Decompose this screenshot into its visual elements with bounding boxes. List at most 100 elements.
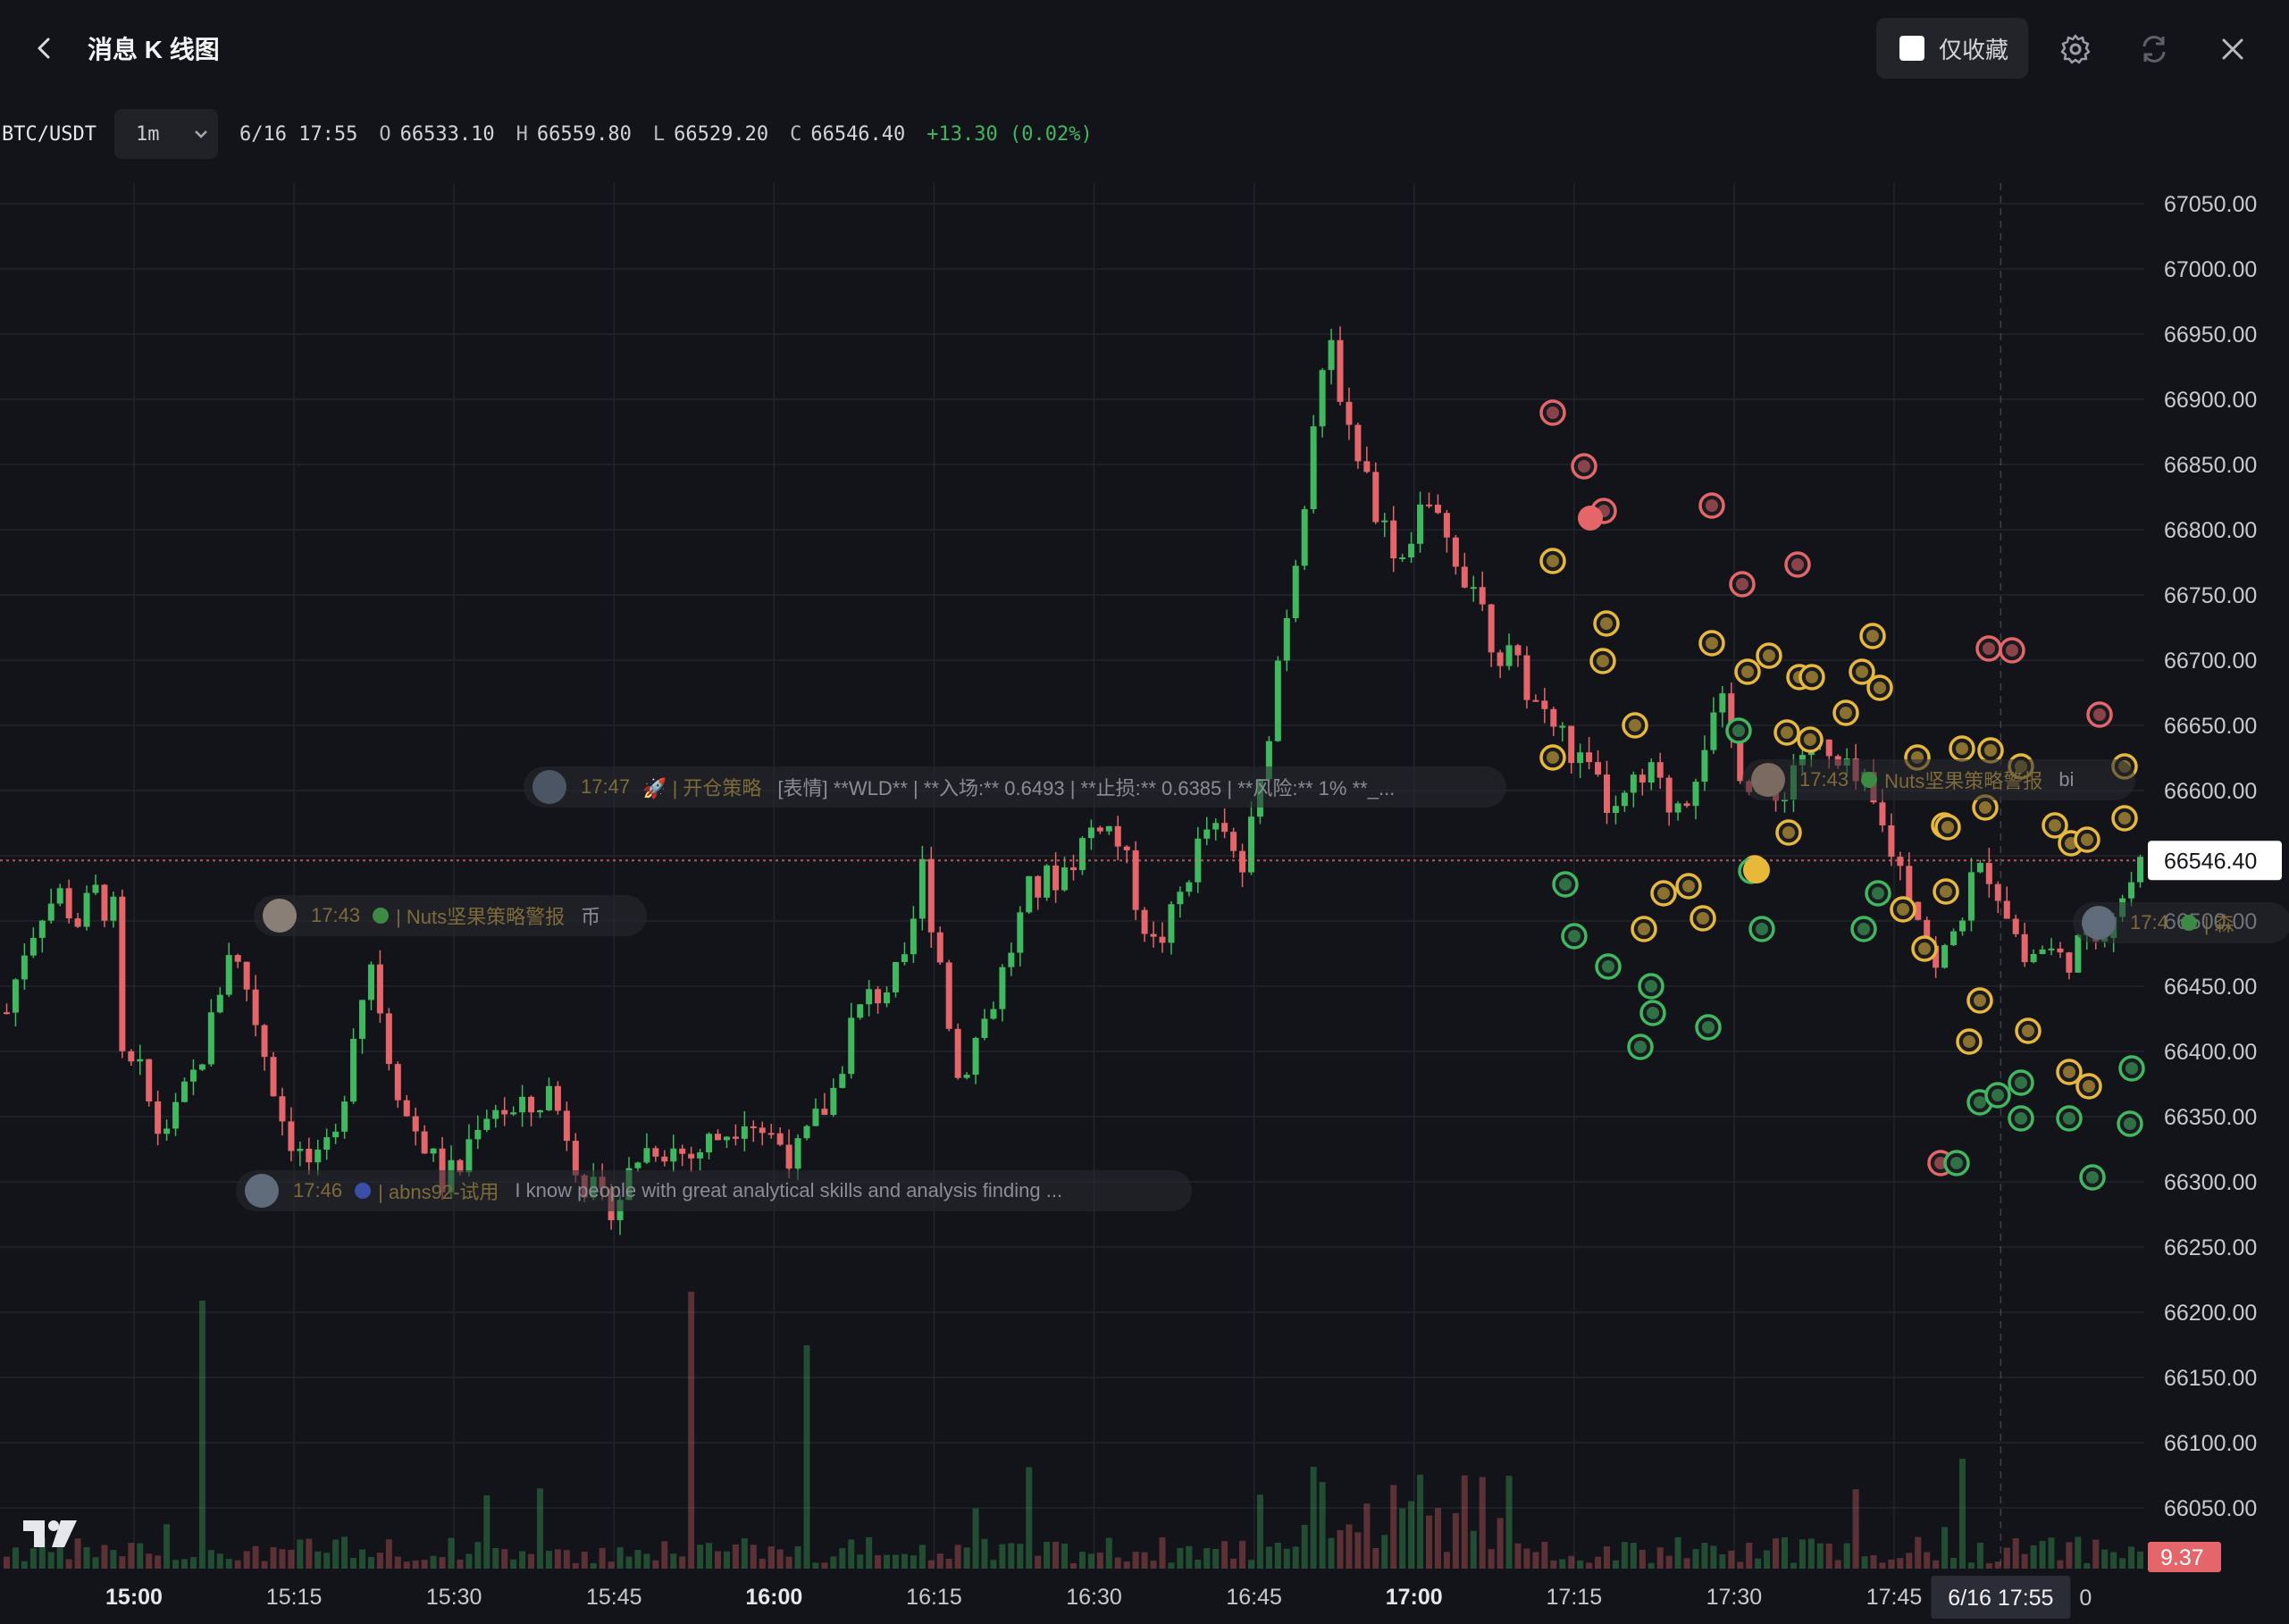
price-tick-label: 66450.00 [2164, 975, 2257, 1000]
message-marker-avatar [1568, 930, 1580, 942]
volume-bar [723, 1551, 730, 1569]
header: 消息 K 线图 仅收藏 [0, 0, 2289, 98]
message-time: 17:46 [293, 1179, 343, 1201]
refresh-button[interactable] [2132, 27, 2176, 71]
candle-body [252, 989, 259, 1025]
volume-bar [332, 1539, 340, 1569]
tradingview-logo[interactable] [21, 1519, 79, 1553]
volume-bar [910, 1555, 917, 1569]
candle-body [1967, 872, 1975, 921]
volume-bar [1070, 1562, 1077, 1569]
tradingview-logo-icon [23, 1520, 77, 1547]
price-tick-label: 66650.00 [2164, 714, 2257, 739]
message-marker-avatar [1638, 923, 1650, 935]
volume-bar [92, 1557, 99, 1569]
message-marker [1578, 506, 1603, 531]
message-marker-avatar [1872, 887, 1884, 900]
message-tooltip[interactable]: 17:43 Nuts坚果策略警报 bi [1742, 759, 2135, 800]
candle-body [394, 1064, 401, 1101]
message-marker-avatar [2083, 1080, 2095, 1092]
volume-bar [1283, 1548, 1290, 1569]
price-tick-label: 67000.00 [2164, 257, 2257, 282]
candle-body [110, 896, 117, 921]
volume-bar [243, 1551, 250, 1569]
price-tick-label: 66900.00 [2164, 388, 2257, 413]
candle-body [1630, 774, 1637, 793]
gear-icon [2060, 34, 2091, 64]
volume-bar [1150, 1561, 1157, 1569]
message-tooltip[interactable]: 17:4 | 森 [2073, 902, 2289, 943]
message-tooltip[interactable]: 17:43 | Nuts坚果策略警报 币 [254, 895, 647, 936]
interval-select[interactable]: 1m [113, 109, 218, 159]
message-marker-avatar [1984, 744, 1997, 757]
message-marker-avatar [1874, 682, 1886, 694]
candle-body [936, 932, 943, 963]
message-marker-avatar [2081, 833, 2093, 846]
settings-button[interactable] [2053, 27, 2098, 71]
open-value: O 66533.10 [379, 122, 495, 146]
volume-bar [599, 1547, 606, 1569]
candle-body [679, 1148, 686, 1154]
volume-bar [963, 1547, 970, 1569]
candle-body [297, 1149, 304, 1151]
message-tooltip[interactable]: 17:46 | abns92-试用 I know people with gre… [236, 1170, 1192, 1211]
volume-bar [1701, 1543, 1708, 1569]
candle-body [537, 1109, 543, 1113]
volume-bar [1372, 1547, 1379, 1569]
volume-bar [1497, 1518, 1504, 1569]
volume-bar [1746, 1542, 1753, 1569]
volume-bar [1390, 1485, 1397, 1569]
volume-bar [1052, 1541, 1060, 1569]
candle-body [1577, 752, 1584, 764]
message-marker-avatar [1732, 724, 1745, 737]
time-tick-label: 15:45 [586, 1585, 642, 1610]
candle-body [2137, 857, 2143, 883]
volume-bar [421, 1560, 428, 1569]
message-marker-avatar [1983, 642, 1995, 655]
candle-body [367, 964, 374, 1000]
candle-body [29, 937, 37, 956]
candle-body [1782, 799, 1788, 802]
message-marker-avatar [1781, 726, 1793, 739]
candle-body [1203, 829, 1211, 839]
volume-bar [1044, 1542, 1051, 1569]
avatar [245, 1174, 279, 1208]
candle-body [1532, 699, 1539, 702]
volume-bar [1532, 1552, 1539, 1569]
message-marker-avatar [1756, 923, 1768, 935]
candle-body [1026, 875, 1033, 913]
volume-bar [616, 1547, 624, 1569]
favorites-checkbox[interactable] [1899, 36, 1924, 61]
candle-body [759, 1127, 766, 1134]
message-tooltip[interactable]: 17:47 🚀 | 开仓策略 [表情] **WLD** | **入场:** 0.… [524, 766, 1506, 808]
back-button[interactable] [23, 27, 66, 70]
candle-body [545, 1085, 552, 1110]
volume-bar [785, 1556, 792, 1569]
volume-bar [884, 1554, 891, 1569]
volume-bar [412, 1560, 419, 1569]
message-author: | 森 [2203, 913, 2234, 935]
volume-bar [448, 1537, 455, 1569]
message-marker-avatar [1578, 460, 1590, 473]
volume-bar [1008, 1543, 1015, 1569]
candle-body [1897, 857, 1904, 866]
volume-bar [1026, 1467, 1033, 1569]
volume-bar [403, 1561, 410, 1569]
time-tick-label: 15:15 [266, 1585, 323, 1610]
volume-bar [1870, 1554, 1877, 1569]
message-time: 17:43 [1799, 768, 1849, 791]
volume-bar [1479, 1477, 1486, 1569]
candle-body [483, 1118, 490, 1130]
volume-bar [2101, 1549, 2109, 1569]
candle-body [172, 1101, 180, 1129]
volume-bar [1755, 1558, 1762, 1569]
volume-bar [661, 1541, 668, 1569]
last-price-label: 66546.40 [2164, 849, 2257, 874]
volume-bar [519, 1551, 526, 1569]
favorites-only-toggle[interactable]: 仅收藏 [1876, 18, 2028, 79]
volume-bar [12, 1547, 19, 1569]
close-button[interactable] [2210, 27, 2255, 71]
candle-body [1346, 401, 1353, 425]
candle-body [1550, 708, 1557, 727]
